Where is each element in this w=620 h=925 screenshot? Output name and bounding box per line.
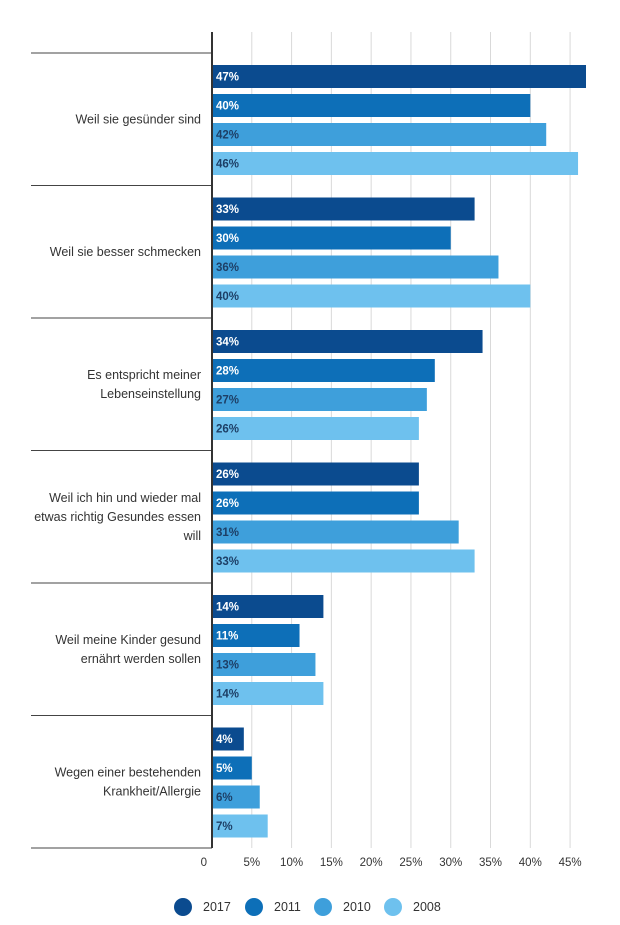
legend: 2017 2011 2010 2008 [174,898,441,916]
bar-2017 [212,65,586,88]
bar-2010 [212,785,260,809]
bar-value-label: 42% [216,130,239,142]
x-tick-label: 0 [201,857,207,869]
bar-value-label: 28% [216,366,239,378]
bar-value-label: 5% [216,763,233,775]
bar-value-label: 26% [216,498,239,510]
legend-marker-2010 [314,898,332,916]
bar-2008 [212,152,579,175]
bar-2008 [212,549,475,573]
bar-value-label: 34% [216,337,239,349]
bar-value-label: 36% [216,262,239,274]
x-tick-label: 25% [399,857,422,869]
bar-value-label: 26% [216,424,239,436]
bar-2011 [212,359,435,382]
bar-value-label: 27% [216,395,239,407]
bar-value-label: 6% [216,792,233,804]
bar-2011 [212,226,451,250]
legend-label: 2008 [413,900,441,914]
bar-value-label: 33% [216,204,239,216]
category-label: Weil meine Kinder gesund ernährt werden s… [55,633,201,666]
category-label: Wegen einer bestehenden Krankheit/Allergi… [55,765,201,798]
x-tick-label: 35% [479,857,502,869]
bar-2010 [212,255,499,279]
bars: 47% 40% 42% 46% 33% 30% 36% 40% 34% 28% 27% 26% 26% 2… [212,65,586,838]
category-label: Weil sie gesünder sind [75,112,201,126]
legend-label: 2010 [343,900,371,914]
category-labels: Weil sie gesünder sind Weil sie besser sc… [34,112,201,798]
x-tick-label: 45% [559,857,582,869]
category-separators [31,52,212,849]
bar-2010 [212,653,316,676]
bar-2010 [212,123,547,146]
bar-2008 [212,417,419,440]
bar-2010 [212,520,459,544]
x-tick-label: 10% [280,857,303,869]
bar-2011 [212,624,300,647]
legend-label: 2011 [274,900,301,914]
bar-value-label: 14% [216,689,239,701]
bar-value-label: 11% [216,631,238,643]
bar-2011 [212,491,419,515]
x-tick-label: 30% [439,857,462,869]
bar-value-label: 40% [216,101,239,113]
bar-value-label: 14% [216,602,239,614]
bar-2008 [212,814,268,838]
x-tick-label: 20% [360,857,383,869]
legend-marker-2011 [245,898,263,916]
legend-label: 2017 [203,900,231,914]
bar-value-label: 7% [216,821,233,833]
bar-2017 [212,330,483,353]
x-tick-label: 40% [519,857,542,869]
bar-value-label: 33% [216,556,239,568]
category-label: Weil ich hin und wieder mal etwas richtig… [34,491,201,543]
bar-value-label: 30% [216,233,239,245]
bar-value-label: 40% [216,291,239,303]
bar-value-label: 31% [216,527,239,539]
bar-2008 [212,284,531,308]
bar-value-label: 13% [216,660,239,672]
x-tick-label: 15% [320,857,343,869]
bar-2011 [212,94,531,117]
legend-marker-2017 [174,898,192,916]
bar-2017 [212,727,244,751]
legend-marker-2008 [384,898,402,916]
bar-2017 [212,462,419,486]
bar-2017 [212,197,475,221]
bar-value-label: 47% [216,72,239,84]
bar-value-label: 46% [216,159,239,171]
x-tick-label: 5% [243,857,260,869]
category-label: Es entspricht meiner Lebenseinstellung [87,368,201,401]
bar-2017 [212,595,324,618]
bar-2010 [212,388,427,411]
bar-2011 [212,756,252,780]
bar-value-label: 4% [216,734,233,746]
category-label: Weil sie besser schmecken [50,245,201,259]
bar-value-label: 26% [216,469,239,481]
x-axis-ticks: 0 5% 10% 15% 20% 25% 30% 35% 40% 45% [201,857,582,869]
bar-2008 [212,682,324,705]
